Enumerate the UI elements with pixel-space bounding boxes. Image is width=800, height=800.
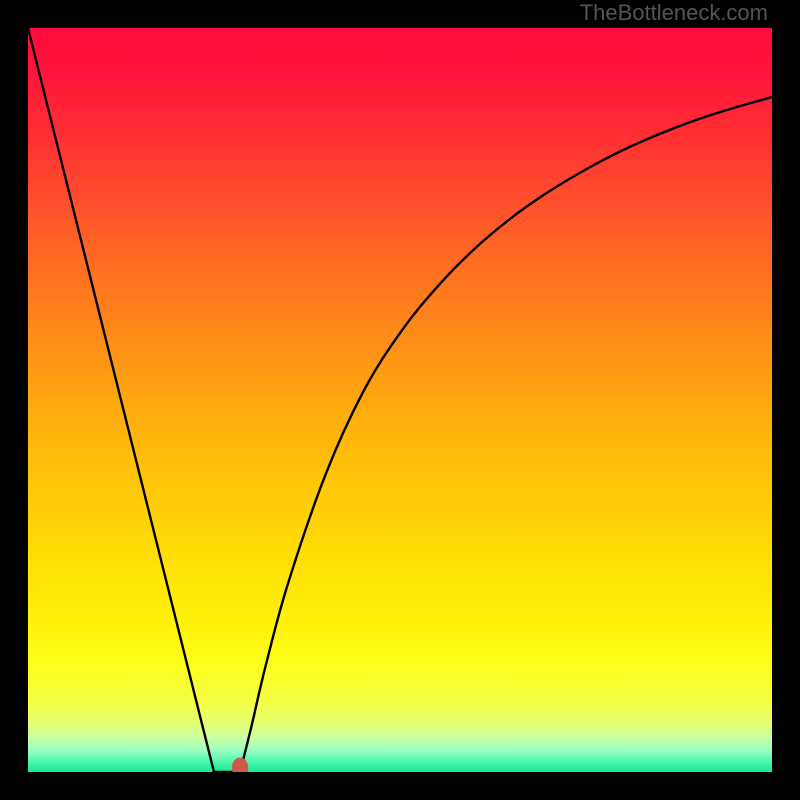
plot-area bbox=[28, 28, 772, 772]
optimum-marker bbox=[232, 757, 248, 772]
bottleneck-curve bbox=[28, 28, 772, 772]
watermark-text: TheBottleneck.com bbox=[580, 0, 768, 26]
